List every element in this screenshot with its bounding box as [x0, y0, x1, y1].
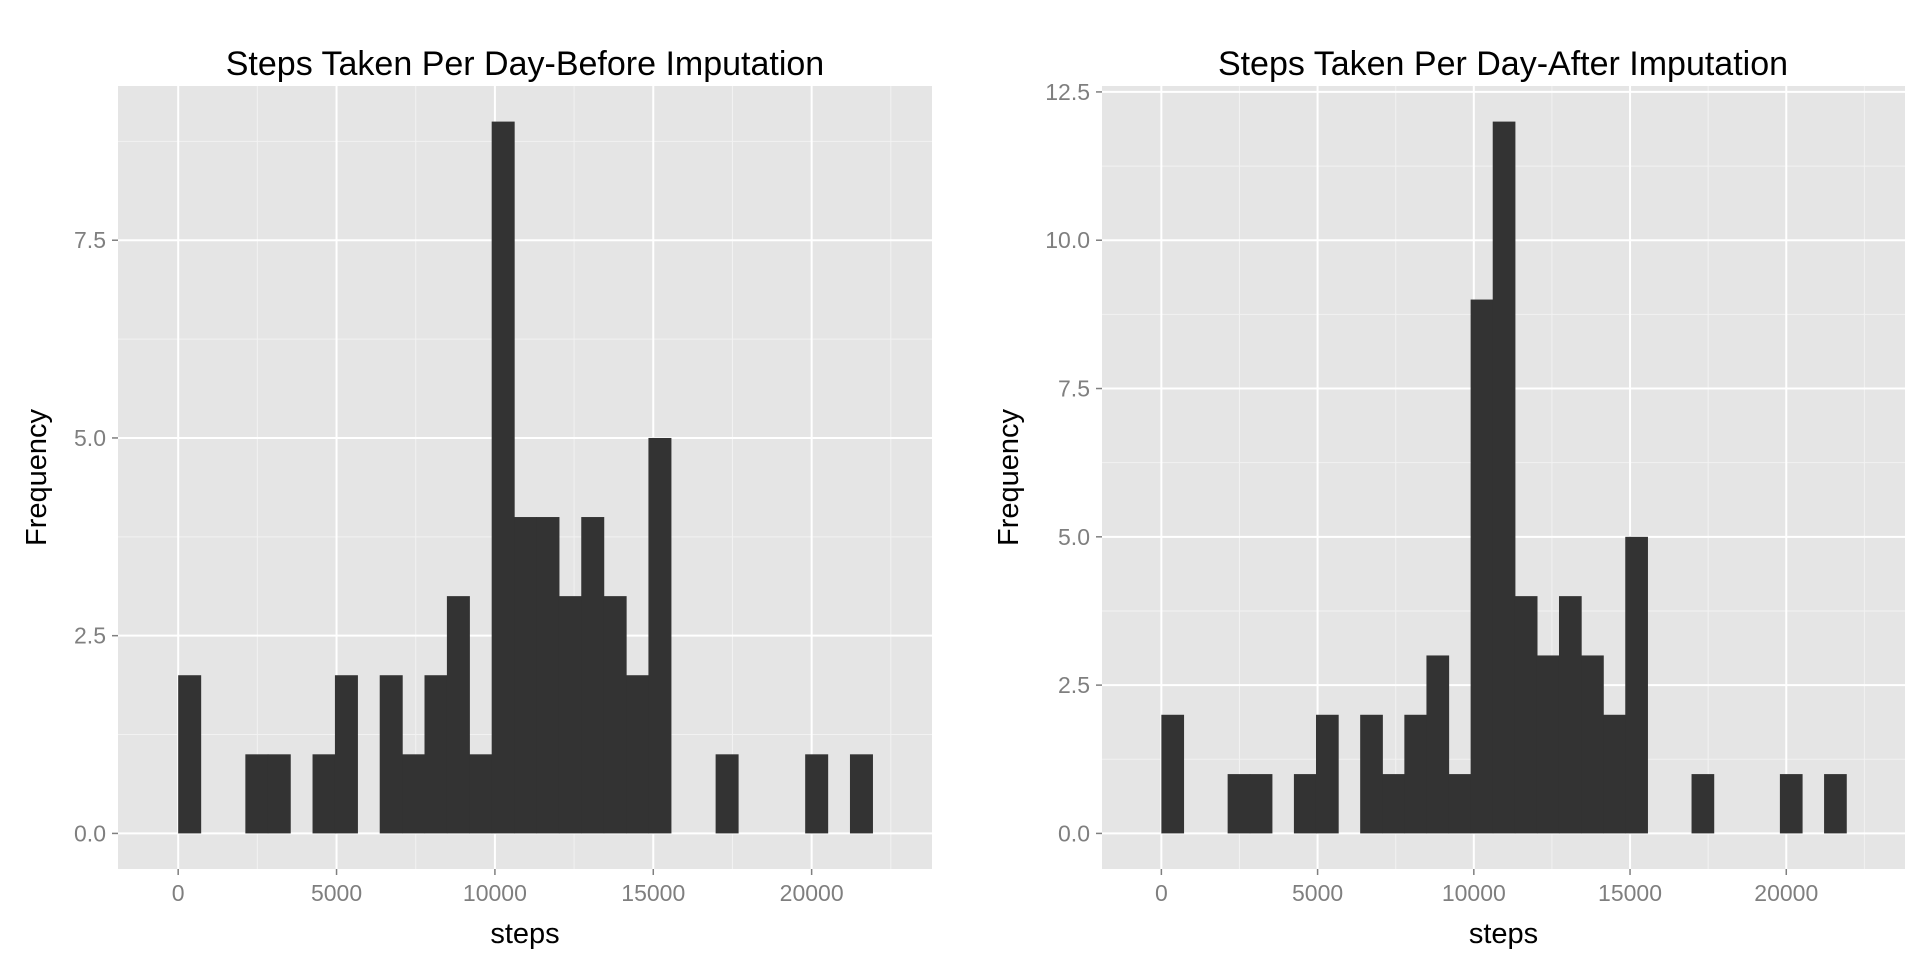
- y-tick-label: 0.0: [1058, 820, 1090, 846]
- histogram-bar: [1779, 774, 1803, 834]
- x-tick-label: 0: [1155, 880, 1168, 906]
- histogram-bar: [1558, 596, 1582, 834]
- histogram-bar: [1470, 299, 1494, 834]
- histogram-bar: [1536, 655, 1560, 834]
- histogram-bar: [1382, 774, 1405, 834]
- histogram-bar: [312, 754, 336, 834]
- histogram-bar: [603, 596, 627, 834]
- histogram-bar: [1824, 774, 1847, 834]
- y-tick-label: 5.0: [1058, 524, 1090, 550]
- x-tick-label: 10000: [463, 880, 527, 906]
- histogram-bar: [1426, 655, 1450, 834]
- histogram-bar: [581, 517, 605, 834]
- histogram-bar: [514, 517, 538, 834]
- y-axis-title: Frequency: [993, 408, 1025, 546]
- x-tick-label: 15000: [1598, 880, 1662, 906]
- x-tick-label: 20000: [1754, 880, 1818, 906]
- y-tick-label: 12.5: [1045, 79, 1090, 105]
- histogram-bar: [849, 754, 873, 834]
- y-tick-label: 7.5: [74, 227, 106, 253]
- histogram-bar: [491, 121, 515, 834]
- y-tick-label: 5.0: [74, 425, 106, 451]
- y-tick-label: 10.0: [1045, 227, 1090, 253]
- x-axis-title: steps: [490, 918, 559, 950]
- histogram-after-imputation: 0 5000 10000 15000 20000 0.0 2.5 5.0 7.5 10.0 12.5…: [993, 45, 1905, 950]
- x-tick-label: 5000: [311, 880, 362, 906]
- chart-title: Steps Taken Per Day-Before Imputation: [226, 45, 824, 83]
- histogram-bar: [648, 437, 672, 834]
- histogram-bar: [1603, 714, 1626, 834]
- histogram-bar: [379, 675, 403, 834]
- histogram-bar: [1360, 714, 1383, 834]
- histogram-bar: [715, 754, 739, 834]
- histogram-bar: [1161, 714, 1185, 834]
- histogram-bar: [1448, 774, 1472, 834]
- x-axis-title: steps: [1469, 918, 1538, 950]
- histogram-bar: [536, 517, 560, 834]
- histogram-bar: [1581, 655, 1604, 834]
- histogram-bar: [626, 675, 650, 834]
- histogram-bar: [1293, 774, 1317, 834]
- x-tick-label: 0: [172, 880, 185, 906]
- histogram-bar: [178, 675, 202, 834]
- y-tick-label: 2.5: [1058, 672, 1090, 698]
- histogram-bar: [446, 596, 470, 834]
- histogram-bar: [1625, 536, 1648, 834]
- y-axis-title: Frequency: [21, 408, 53, 546]
- histogram-bar: [1227, 774, 1251, 834]
- histogram-bar: [334, 675, 358, 834]
- y-tick-label: 7.5: [1058, 376, 1090, 402]
- histogram-bar: [805, 754, 829, 834]
- chart-title: Steps Taken Per Day-After Imputation: [1218, 45, 1788, 83]
- histogram-bar: [558, 596, 582, 834]
- histogram-bar: [245, 754, 269, 834]
- histogram-bar: [402, 754, 426, 834]
- x-tick-label: 20000: [780, 880, 844, 906]
- x-tick-label: 5000: [1292, 880, 1343, 906]
- histogram-bar: [1249, 774, 1273, 834]
- histogram-before-imputation: 0 5000 10000 15000 20000 0.0 2.5 5.0 7.5 Steps Ta…: [21, 45, 932, 950]
- x-tick-label: 10000: [1442, 880, 1506, 906]
- histogram-bar: [424, 675, 448, 834]
- histogram-bar: [267, 754, 291, 834]
- histogram-bar: [469, 754, 493, 834]
- y-tick-label: 2.5: [74, 623, 106, 649]
- histogram-bar: [1492, 121, 1516, 834]
- histogram-bar: [1315, 714, 1339, 834]
- y-tick-label: 0.0: [74, 820, 106, 846]
- x-tick-label: 15000: [621, 880, 685, 906]
- histogram-bar: [1514, 596, 1538, 834]
- histogram-bar: [1404, 714, 1428, 834]
- histogram-bar: [1691, 774, 1715, 834]
